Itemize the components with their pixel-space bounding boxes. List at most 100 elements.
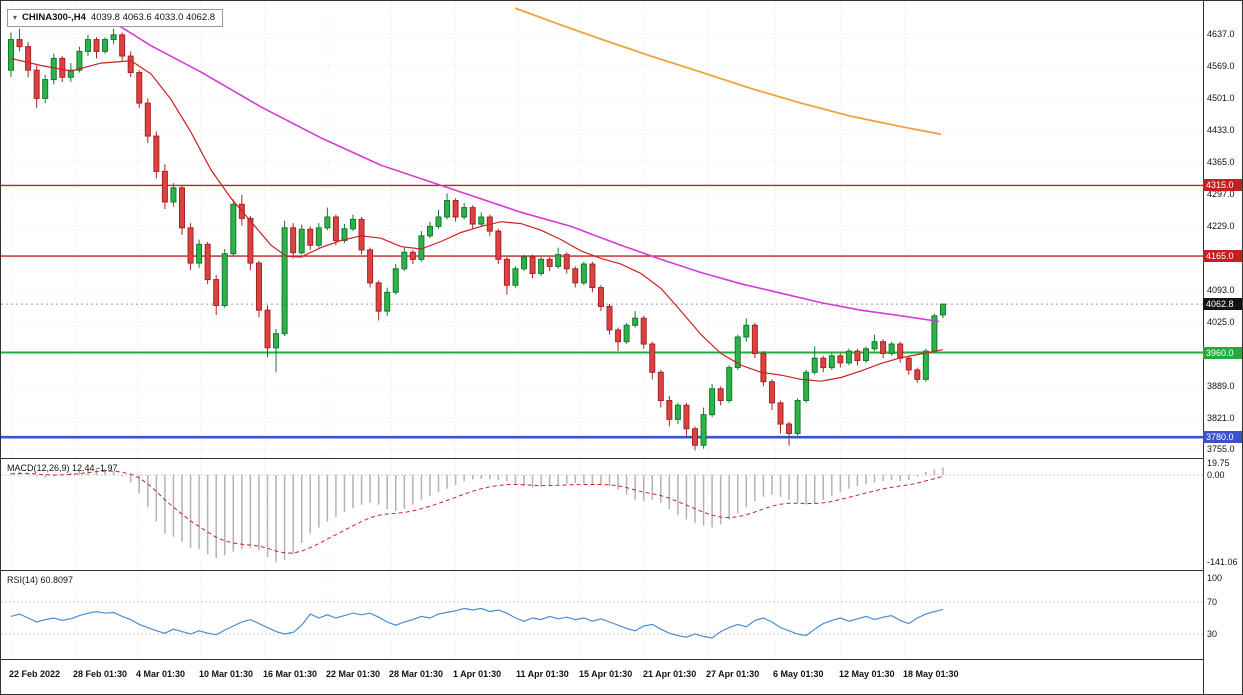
level-price-tag-4315.0: 4315.0 — [1203, 179, 1242, 192]
panel-separator[interactable] — [1, 659, 1242, 660]
candle-body — [623, 324, 630, 343]
macd-bar — [121, 475, 123, 477]
candle-body — [281, 227, 288, 335]
macd-indicator-chart[interactable] — [1, 459, 1203, 570]
candle-body — [606, 305, 613, 331]
macd-bar — [890, 475, 893, 480]
macd-bar — [87, 468, 89, 476]
axis-label: 3889.0 — [1207, 380, 1235, 391]
candle-body — [597, 287, 604, 307]
macd-bar — [420, 475, 423, 500]
candle-body — [392, 268, 399, 293]
macd-bar — [719, 475, 722, 525]
macd-bar — [318, 475, 320, 528]
macd-bar — [395, 475, 397, 511]
candle-body — [871, 341, 878, 350]
candle-body — [33, 69, 40, 99]
axis-label: 70 — [1207, 597, 1218, 607]
axis-label: 4297.0 — [1207, 188, 1235, 199]
macd-bar — [856, 475, 859, 487]
macd-bar — [147, 475, 149, 508]
time-label: 12 May 01:30 — [839, 669, 895, 679]
macd-bar — [942, 467, 944, 476]
main-price-chart[interactable] — [1, 1, 1203, 458]
axis-label: -141.06 — [1207, 557, 1238, 568]
candle-body — [247, 217, 254, 264]
candle-body — [657, 371, 664, 402]
time-label: 11 Apr 01:30 — [516, 669, 569, 679]
axis-label: 0.00 — [1207, 470, 1225, 481]
time-label: 22 Mar 01:30 — [326, 669, 381, 679]
ma-fast-red-line[interactable] — [10, 57, 944, 382]
rsi-indicator-label: RSI(14) 60.8097 — [7, 575, 74, 585]
candle-body — [358, 218, 365, 251]
macd-bar — [189, 475, 192, 548]
macd-bar — [446, 475, 448, 489]
ma-long-orange-line[interactable] — [514, 7, 942, 136]
chart-symbol-timeframe: CHINA300-,H4 — [22, 12, 86, 23]
macd-bar — [369, 475, 371, 503]
macd-bar — [728, 475, 730, 520]
candle-body — [632, 317, 639, 326]
candle-body — [298, 228, 305, 254]
collapse-indicators-icon[interactable]: ▾ — [13, 13, 18, 22]
macd-bar — [377, 475, 380, 505]
macd-bar — [771, 475, 773, 495]
macd-bar — [412, 475, 414, 505]
macd-bar — [326, 475, 329, 522]
axis-label: 3755.0 — [1207, 444, 1235, 454]
ma-medium-magenta-line[interactable] — [108, 18, 940, 323]
candle-body — [529, 256, 536, 274]
candle-body — [863, 348, 869, 362]
macd-bar — [779, 475, 782, 497]
time-axis[interactable]: 22 Feb 2022 28 Feb 01:30 4 Mar 01:30 10 Mar… — [1, 660, 1203, 694]
candle-body — [76, 50, 83, 71]
time-label: 21 Apr 01:30 — [643, 669, 697, 679]
candle-body — [880, 341, 887, 354]
panel-separator[interactable] — [1, 458, 1242, 459]
candles-layer — [8, 28, 946, 451]
macd-bar — [215, 475, 217, 559]
candle-body — [119, 34, 126, 57]
macd-bar — [531, 475, 534, 488]
candle-body — [332, 216, 339, 242]
candle-body — [939, 303, 946, 316]
panel-separator[interactable] — [1, 570, 1242, 571]
level-price-tag-4165.0: 4165.0 — [1203, 250, 1242, 263]
macd-bar — [831, 475, 833, 497]
macd-bar — [266, 475, 269, 558]
axis-label: 4569.0 — [1207, 60, 1235, 71]
macd-bar — [70, 472, 72, 476]
candle-body — [324, 216, 331, 229]
macd-bar — [668, 475, 671, 509]
time-label: 4 Mar 01:30 — [136, 669, 186, 679]
rsi-indicator-chart[interactable] — [1, 571, 1203, 659]
macd-bar — [138, 475, 140, 494]
macd-bar — [574, 475, 577, 484]
level-price-tag-3780.0: 3780.0 — [1203, 431, 1242, 444]
candle-body — [290, 227, 297, 254]
candle-body — [768, 381, 775, 404]
macd-signal-line[interactable] — [10, 470, 944, 554]
macd-bar — [916, 475, 919, 477]
axis-label: 4501.0 — [1207, 92, 1235, 103]
macd-bar — [300, 475, 303, 543]
macd-bar — [27, 473, 29, 476]
macd-bar — [35, 475, 38, 477]
axis-label: 4229.0 — [1207, 220, 1235, 231]
macd-bar — [506, 475, 508, 482]
chart-title-box: ▾ CHINA300-,H4 4039.8 4063.6 4033.0 4062… — [7, 9, 224, 27]
candle-body — [820, 357, 827, 369]
candle-body — [589, 263, 596, 289]
price-axis[interactable]: 4637.0 4569.0 4501.0 4433.0 4365.0 4297.0 4229… — [1203, 1, 1242, 694]
macd-bar — [737, 475, 739, 514]
macd-indicator-label: MACD(12,26,9) 12.44 -1.97 — [7, 463, 118, 473]
candle-body — [546, 258, 553, 267]
axis-label: 4637.0 — [1207, 28, 1235, 39]
macd-histogram — [10, 467, 944, 563]
rsi-line[interactable] — [10, 607, 944, 639]
candle-body — [854, 350, 861, 362]
macd-bar — [711, 475, 713, 528]
candle-body — [196, 243, 203, 264]
